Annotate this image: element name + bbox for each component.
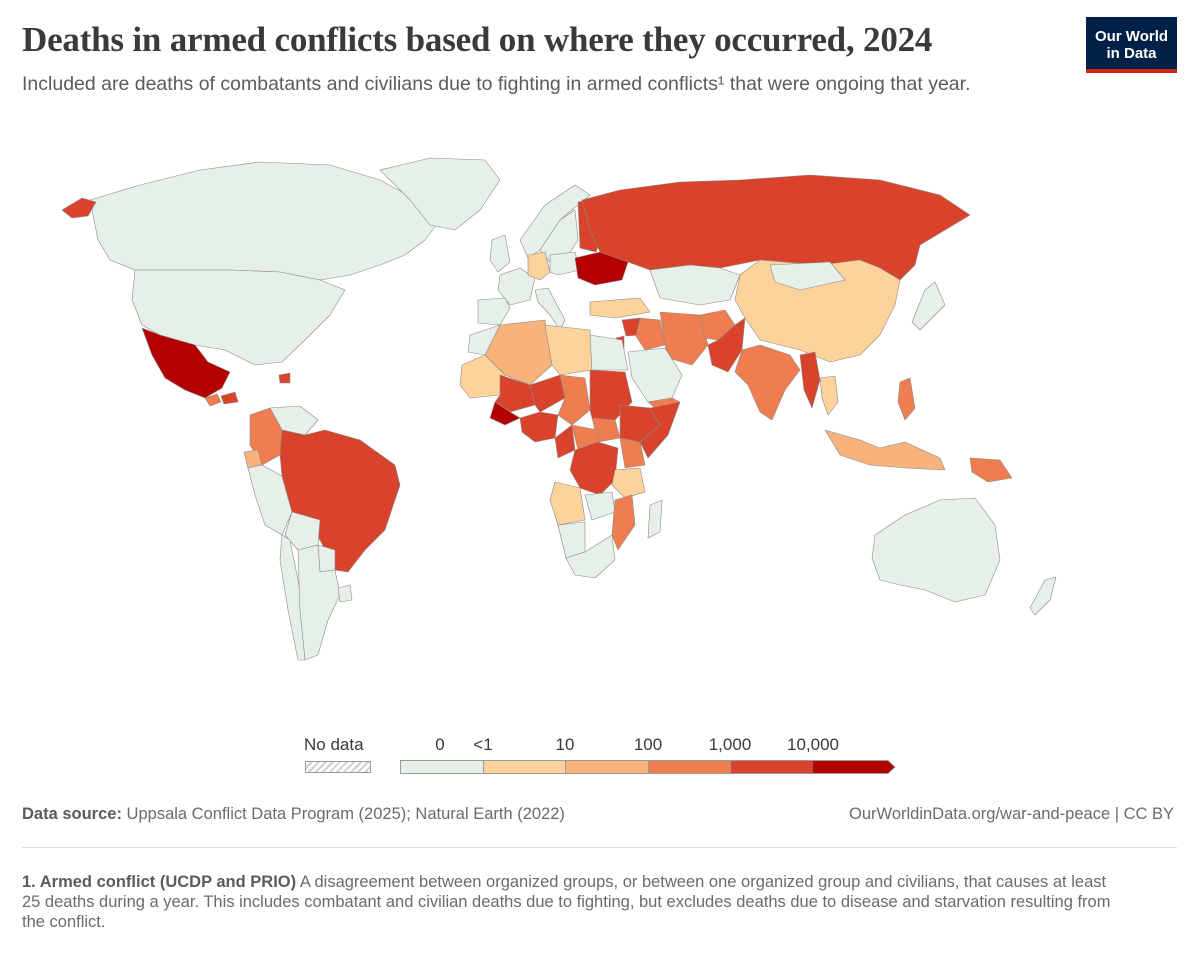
country-namibia[interactable] (557, 521, 586, 559)
country-zambia[interactable] (584, 491, 616, 521)
country-libya[interactable] (544, 324, 593, 376)
country-peru[interactable] (247, 464, 293, 536)
footnote-text: A disagreement between organized groups,… (22, 873, 1111, 931)
country-australia[interactable] (871, 497, 1001, 603)
country-papua-new-guinea[interactable] (969, 457, 1013, 483)
legend-bin (730, 760, 813, 774)
country-canada[interactable] (89, 161, 441, 281)
country-myanmar[interactable] (799, 351, 821, 409)
legend-bin-max-arrow (812, 760, 896, 774)
legend-bin (565, 760, 648, 774)
country-dr-congo[interactable] (569, 441, 619, 496)
country-mexico[interactable] (141, 327, 231, 399)
country-paraguay[interactable] (317, 544, 336, 573)
legend-tick-label: 100 (633, 735, 663, 754)
country-indonesia[interactable] (824, 429, 946, 471)
country-pakistan[interactable] (707, 317, 746, 373)
country-china[interactable] (734, 259, 901, 363)
footnote: 1. Armed conflict (UCDP and PRIO) A disa… (22, 872, 1112, 932)
country-egypt[interactable] (589, 334, 629, 371)
country-south-africa[interactable] (565, 534, 616, 579)
country-uruguay[interactable] (337, 584, 353, 603)
country-niger[interactable] (529, 374, 566, 413)
country-kazakhstan[interactable] (649, 264, 741, 306)
country-haiti[interactable] (278, 372, 291, 384)
legend-tick-label: 0 (435, 735, 445, 754)
country-burkina-faso[interactable] (489, 401, 521, 426)
chart-title: Deaths in armed conflicts based on where… (22, 20, 933, 59)
data-source: Data source: Uppsala Conflict Data Progr… (22, 805, 565, 824)
country-nigeria[interactable] (519, 411, 559, 443)
data-source-label: Data source: (22, 805, 122, 823)
country-chad[interactable] (557, 374, 591, 426)
country-germany[interactable] (527, 251, 551, 281)
country-chile[interactable] (279, 534, 306, 661)
country-india[interactable] (734, 344, 801, 421)
legend-bin-max (812, 760, 896, 774)
owid-logo[interactable]: Our World in Data (1086, 17, 1177, 73)
country-cameroon[interactable] (554, 424, 576, 459)
legend-tick-label: 1,000 (708, 735, 752, 754)
country-brazil[interactable] (279, 429, 401, 573)
world-map-svg (61, 157, 1057, 661)
country-somalia[interactable] (639, 401, 681, 459)
footnote-label: 1. Armed conflict (UCDP and PRIO) (22, 873, 297, 891)
country-alaska[interactable] (61, 197, 97, 219)
country-poland[interactable] (549, 251, 581, 276)
map-legend: No data 0 <1 10 100 1,000 10,000 (0, 730, 1200, 780)
legend-tick-label: <1 (473, 735, 493, 754)
country-kenya[interactable] (619, 437, 646, 469)
legend-tick-label: 10 (555, 735, 575, 754)
legend-bin (400, 760, 483, 774)
country-united-kingdom[interactable] (489, 234, 511, 273)
legend-no-data-swatch (305, 761, 371, 773)
legend-bin (483, 760, 565, 774)
footer-divider (22, 847, 1177, 848)
logo-accent-bar (1086, 69, 1177, 73)
country-argentina[interactable] (297, 544, 341, 661)
country-france[interactable] (497, 267, 536, 306)
country-greenland[interactable] (379, 157, 501, 231)
country-philippines[interactable] (897, 377, 916, 421)
legend-bin (648, 760, 730, 774)
country-iraq[interactable] (635, 317, 666, 351)
logo-line-2: in Data (1106, 45, 1157, 62)
country-turkey[interactable] (589, 297, 651, 319)
legend-tick-label: 10,000 (787, 735, 839, 754)
country-tanzania[interactable] (611, 467, 646, 499)
world-map (0, 140, 1200, 730)
country-honduras[interactable] (220, 391, 239, 405)
country-thailand[interactable] (819, 375, 839, 416)
country-mongolia[interactable] (769, 261, 846, 291)
country-japan[interactable] (911, 281, 946, 331)
data-source-text[interactable]: Uppsala Conflict Data Program (2025); Na… (126, 805, 565, 823)
country-mozambique[interactable] (611, 494, 636, 551)
country-guatemala[interactable] (204, 393, 222, 407)
country-new-zealand[interactable] (1029, 576, 1057, 616)
country-angola[interactable] (549, 481, 586, 526)
source-url-link[interactable]: OurWorldinData.org/war-and-peace | CC BY (849, 805, 1174, 823)
country-madagascar[interactable] (647, 499, 663, 539)
legend-no-data-label: No data (304, 735, 364, 754)
country-united-states[interactable] (131, 269, 346, 366)
logo-line-1: Our World (1094, 28, 1169, 45)
country-spain[interactable] (477, 297, 511, 326)
chart-subtitle: Included are deaths of combatants and ci… (22, 73, 971, 95)
